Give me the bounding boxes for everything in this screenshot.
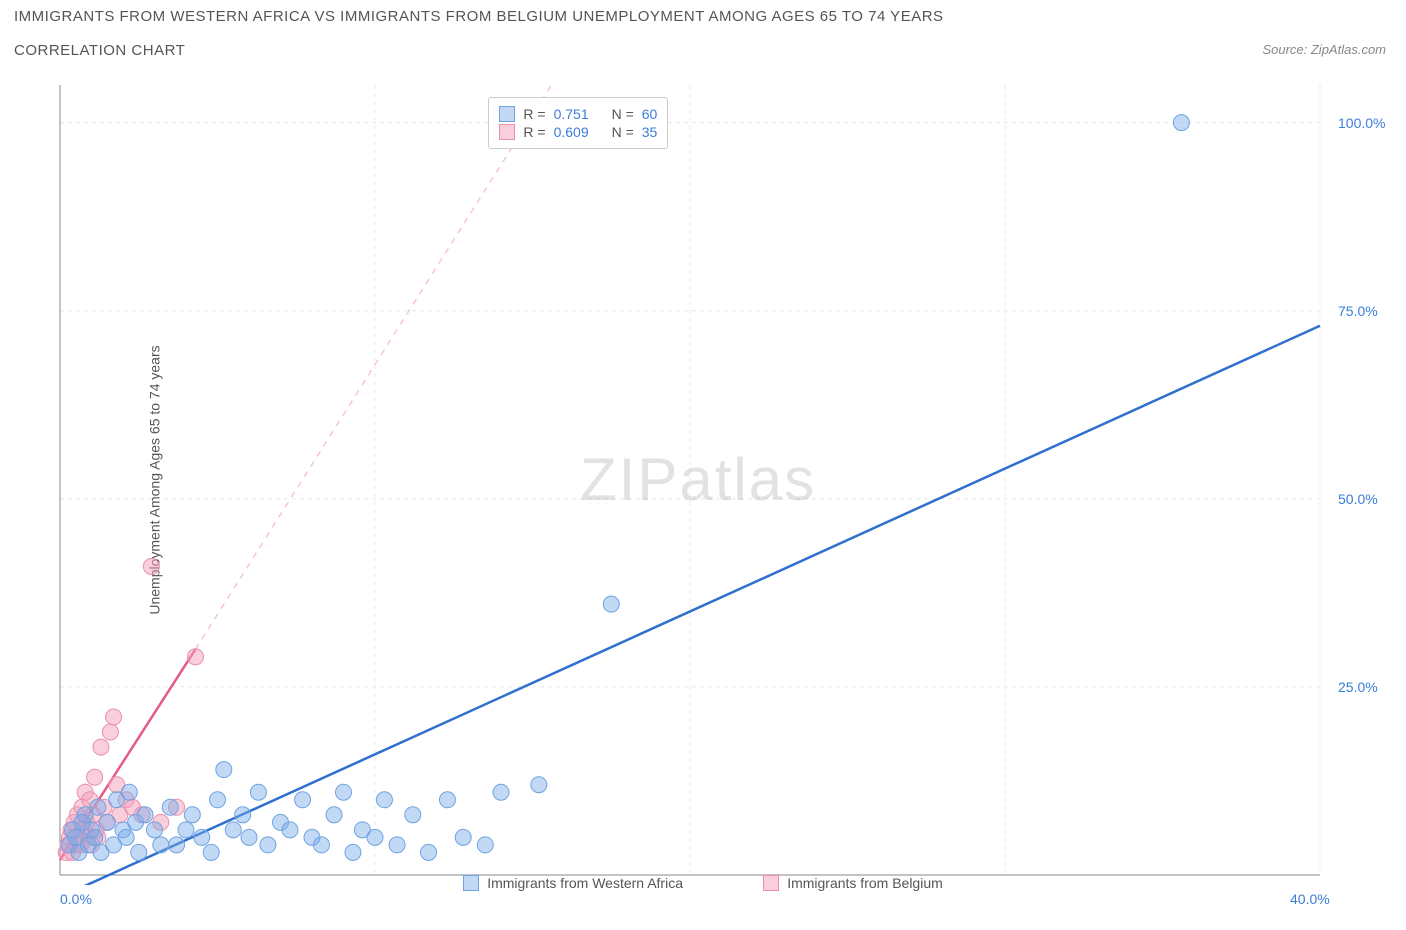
- legend-label: Immigrants from Belgium: [787, 875, 943, 891]
- chart-container: Unemployment Among Ages 65 to 74 years Z…: [50, 75, 1330, 885]
- stat-r-label: R =: [523, 106, 545, 122]
- stat-r-value: 0.609: [554, 124, 604, 140]
- stat-row: R = 0.609 N = 35: [499, 124, 657, 140]
- stat-r-label: R =: [523, 124, 545, 140]
- x-tick-label: 0.0%: [60, 891, 92, 907]
- legend-item: Immigrants from Western Africa: [463, 875, 683, 891]
- y-tick-label: 25.0%: [1338, 679, 1378, 695]
- stat-n-label: N =: [612, 106, 634, 122]
- legend-swatch: [763, 875, 779, 891]
- scatter-chart: [50, 75, 1330, 885]
- correlation-stats-box: R = 0.751 N = 60 R = 0.609 N = 35: [488, 97, 668, 149]
- series-swatch: [499, 106, 515, 122]
- legend-swatch: [463, 875, 479, 891]
- stat-row: R = 0.751 N = 60: [499, 106, 657, 122]
- chart-subtitle: CORRELATION CHART: [14, 42, 185, 59]
- stat-n-value: 60: [642, 106, 658, 122]
- y-tick-label: 75.0%: [1338, 303, 1378, 319]
- stat-n-value: 35: [642, 124, 658, 140]
- series-swatch: [499, 124, 515, 140]
- stat-n-label: N =: [612, 124, 634, 140]
- legend-item: Immigrants from Belgium: [763, 875, 943, 891]
- source-attribution: Source: ZipAtlas.com: [1262, 42, 1386, 57]
- y-tick-label: 100.0%: [1338, 115, 1385, 131]
- chart-title: IMMIGRANTS FROM WESTERN AFRICA VS IMMIGR…: [14, 8, 944, 25]
- stat-r-value: 0.751: [554, 106, 604, 122]
- x-tick-label: 40.0%: [1290, 891, 1330, 907]
- legend-label: Immigrants from Western Africa: [487, 875, 683, 891]
- y-tick-label: 50.0%: [1338, 491, 1378, 507]
